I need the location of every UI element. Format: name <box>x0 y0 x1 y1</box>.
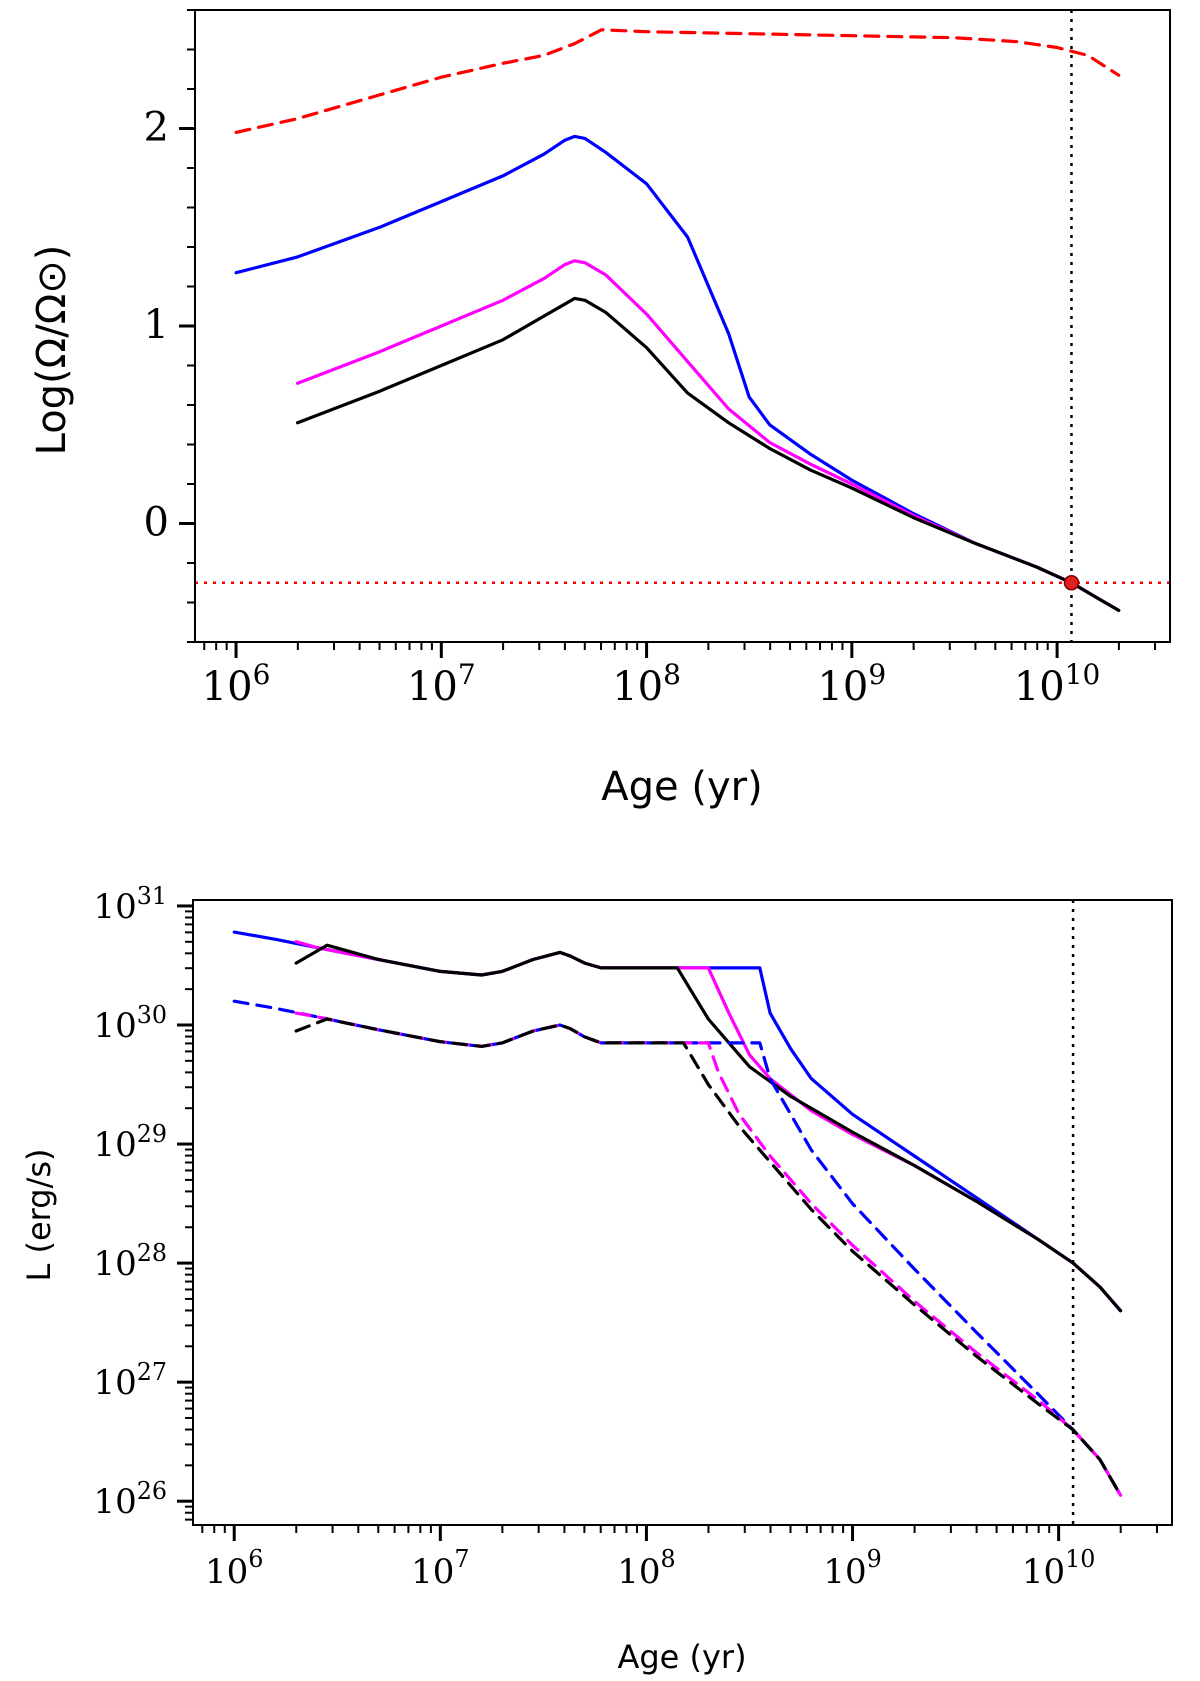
bottom-x-tick-label: 109 <box>823 1545 881 1592</box>
top-x-tick-label: 109 <box>817 658 886 710</box>
top-series-red-dashed <box>234 28 1121 134</box>
top-y-tick-label: 0 <box>144 500 169 546</box>
top-y-tick-label: 2 <box>144 105 169 151</box>
bottom-plot-frame <box>192 899 1173 1526</box>
top-x-tick-label: 106 <box>202 658 271 710</box>
omega-panel: 106 107 108 109 1010 0 1 2 Age (yr) Log(Ω/Ω⊙) <box>29 9 1171 810</box>
bottom-series-black-solid <box>294 943 1123 1313</box>
bottom-y-tick-label: 1029 <box>93 1120 167 1165</box>
bottom-x-tick-label: 1010 <box>1022 1545 1096 1592</box>
bottom-x-tick-label: 107 <box>411 1545 469 1592</box>
top-y-tick-label: 1 <box>144 302 169 348</box>
top-x-tick-label: 107 <box>407 658 476 710</box>
bottom-y-tick-label: 1028 <box>93 1239 167 1284</box>
bottom-x-axis-label: Age (yr) <box>617 1638 746 1676</box>
bottom-y-tick-label: 1031 <box>93 882 167 927</box>
bottom-y-tick-label: 1027 <box>93 1358 167 1403</box>
bottom-y-axis-label: L (erg/s) <box>20 1148 58 1281</box>
top-x-tick-label: 108 <box>612 658 681 710</box>
top-x-axis-label: Age (yr) <box>601 764 762 810</box>
bottom-series-black-dashed <box>294 1017 1123 1497</box>
bottom-series-blue-solid <box>232 930 1123 1313</box>
top-series-magenta <box>296 259 1121 613</box>
bottom-series-magenta-solid <box>294 940 1123 1313</box>
top-series-blue <box>234 134 1121 613</box>
bottom-x-tick-label: 108 <box>617 1545 675 1592</box>
top-y-axis-label: Log(Ω/Ω⊙) <box>29 245 75 456</box>
bottom-series-blue-dashed <box>232 999 1123 1497</box>
top-plot-frame <box>194 9 1171 643</box>
luminosity-panel: 106 107 108 109 1010 1026 1027 1028 1029 1030 1031… <box>20 882 1173 1676</box>
top-x-tick-label: 1010 <box>1014 658 1101 710</box>
top-marker-0 <box>1063 575 1080 591</box>
bottom-x-tick-label: 106 <box>205 1545 263 1592</box>
bottom-y-tick-label: 1026 <box>93 1477 167 1522</box>
bottom-y-tick-label: 1030 <box>93 1001 167 1046</box>
top-series-black <box>296 296 1121 613</box>
